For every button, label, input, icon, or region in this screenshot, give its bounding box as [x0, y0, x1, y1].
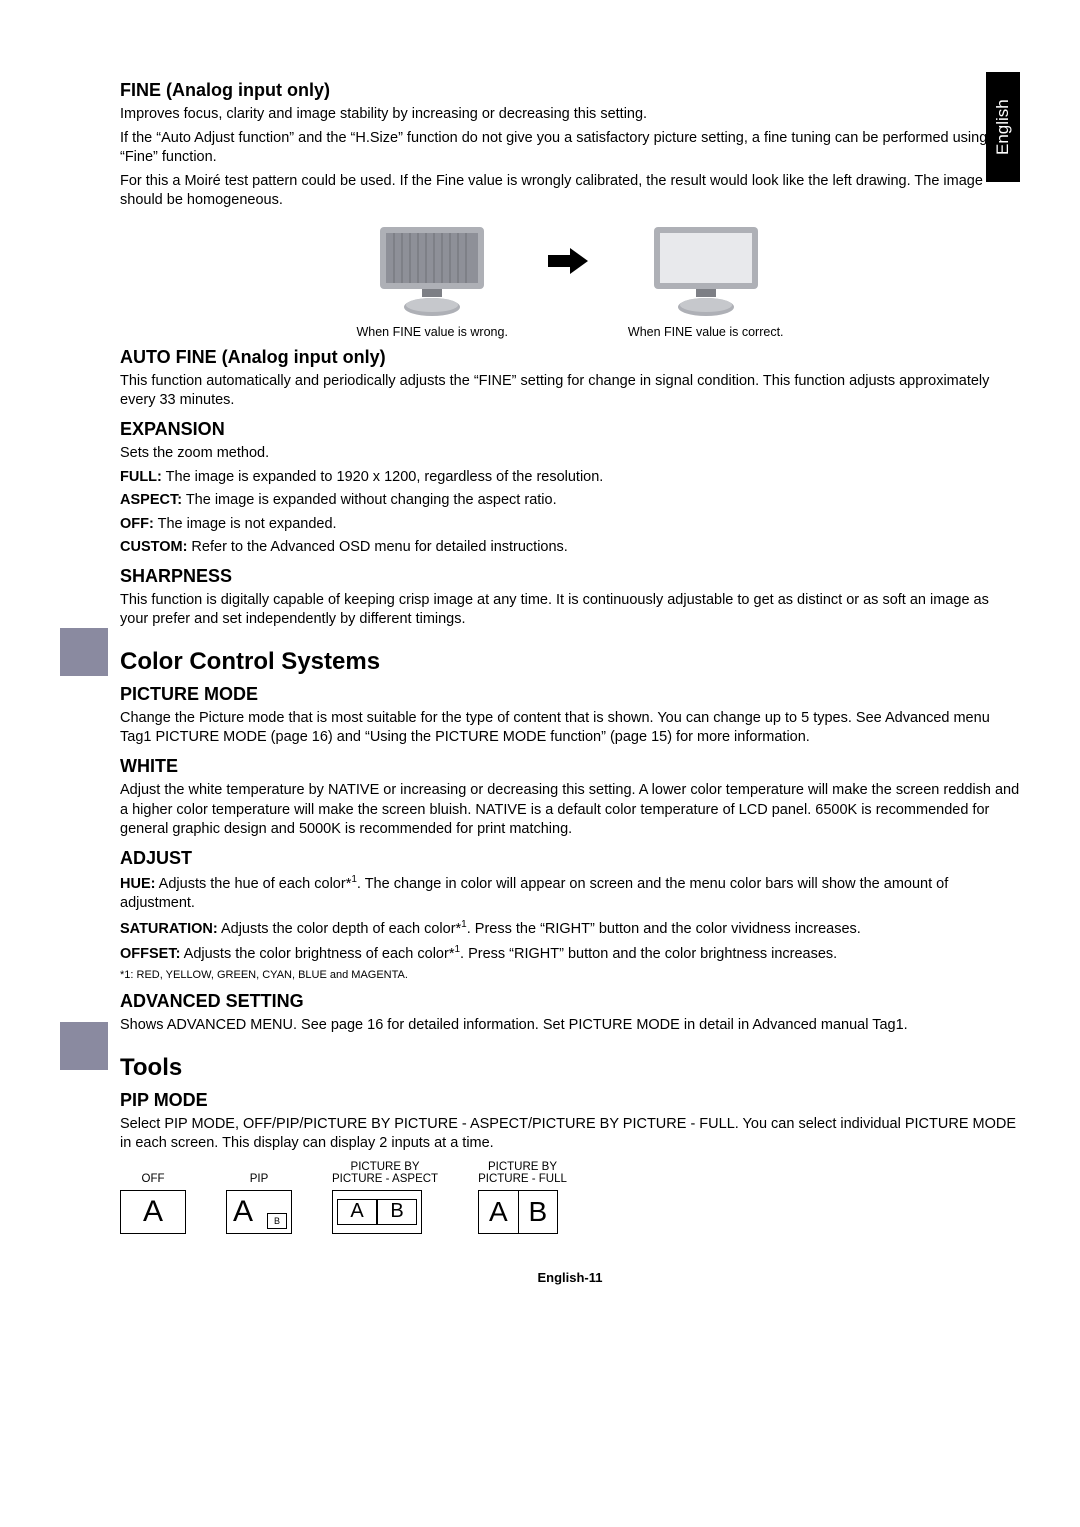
pip-pbp-full: PICTURE BYPICTURE - FULL A B — [478, 1160, 567, 1234]
heading-adjust: ADJUST — [120, 848, 1020, 869]
adjust-hue: HUE: Adjusts the hue of each color*1. Th… — [120, 873, 1020, 914]
heading-pip-mode: PIP MODE — [120, 1090, 1020, 1111]
monitor-wrong-icon — [372, 221, 492, 321]
page-number: English-11 — [120, 1270, 1020, 1285]
advanced-para: Shows ADVANCED MENU. See page 16 for det… — [120, 1016, 1020, 1036]
expansion-intro: Sets the zoom method. — [120, 444, 1020, 464]
caption-wrong: When FINE value is wrong. — [356, 325, 507, 339]
white-para: Adjust the white temperature by NATIVE o… — [120, 781, 1020, 840]
heading-autofine: AUTO FINE (Analog input only) — [120, 347, 1020, 368]
pip-pbp-aspect: PICTURE BYPICTURE - ASPECT A B — [332, 1160, 438, 1234]
section-heading-tools: Tools — [120, 1054, 1020, 1082]
heading-advanced-setting: ADVANCED SETTING — [120, 991, 1020, 1012]
heading-picture-mode: PICTURE MODE — [120, 684, 1020, 705]
fine-figure: When FINE value is wrong. When FINE valu… — [120, 221, 1020, 339]
language-tab: English — [986, 72, 1020, 182]
expansion-full: FULL: The image is expanded to 1920 x 12… — [120, 468, 1020, 488]
caption-correct: When FINE value is correct. — [628, 325, 784, 339]
manual-page: English FINE (Analog input only) Improve… — [0, 0, 1080, 1315]
pip-para: Select PIP MODE, OFF/PIP/PICTURE BY PICT… — [120, 1115, 1020, 1154]
pip-pip: PIP A B — [226, 1160, 292, 1234]
heading-sharpness: SHARPNESS — [120, 566, 1020, 587]
autofine-para: This function automatically and periodic… — [120, 372, 1020, 411]
fine-para-2: If the “Auto Adjust function” and the “H… — [120, 129, 1020, 168]
pip-off: OFF A — [120, 1160, 186, 1234]
fine-para-3: For this a Moiré test pattern could be u… — [120, 172, 1020, 211]
expansion-off: OFF: The image is not expanded. — [120, 515, 1020, 535]
monitor-wrong: When FINE value is wrong. — [356, 221, 507, 339]
monitor-correct-icon — [646, 221, 766, 321]
expansion-custom: CUSTOM: Refer to the Advanced OSD menu f… — [120, 538, 1020, 558]
pip-diagram-row: OFF A PIP A B PICTURE BYPICTURE - ASPECT… — [120, 1160, 1020, 1234]
section-icon-color — [60, 628, 108, 676]
picture-mode-para: Change the Picture mode that is most sui… — [120, 709, 1020, 748]
fine-para-1: Improves focus, clarity and image stabil… — [120, 105, 1020, 125]
section-heading-color: Color Control Systems — [120, 648, 1020, 676]
heading-white: WHITE — [120, 756, 1020, 777]
expansion-aspect: ASPECT: The image is expanded without ch… — [120, 491, 1020, 511]
heading-expansion: EXPANSION — [120, 419, 1020, 440]
adjust-offset: OFFSET: Adjusts the color brightness of … — [120, 943, 1020, 964]
arrow-icon — [548, 221, 588, 301]
sharpness-para: This function is digitally capable of ke… — [120, 591, 1020, 630]
heading-fine: FINE (Analog input only) — [120, 80, 1020, 101]
adjust-footnote: *1: RED, YELLOW, GREEN, CYAN, BLUE and M… — [120, 968, 1020, 983]
monitor-correct: When FINE value is correct. — [628, 221, 784, 339]
section-icon-tools — [60, 1022, 108, 1070]
adjust-saturation: SATURATION: Adjusts the color depth of e… — [120, 918, 1020, 939]
